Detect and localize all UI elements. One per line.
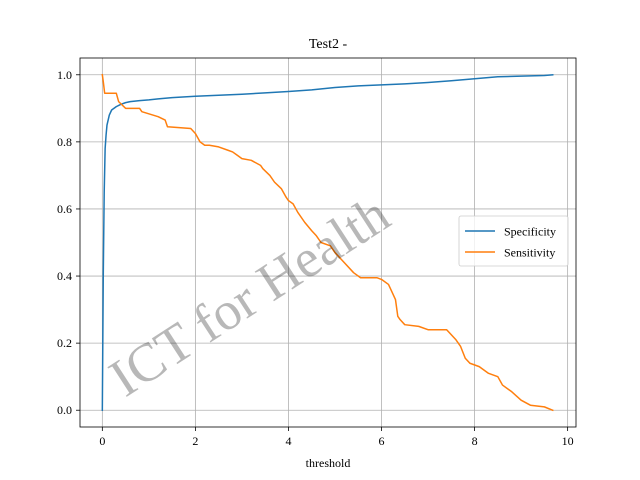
plot-area-frame [79,57,577,428]
y-tick-label: 1.0 [57,68,72,82]
legend-label-sensitivity: Sensitivity [504,246,555,260]
x-tick-label: 10 [562,434,574,448]
y-tick-label: 0.2 [57,336,72,350]
series-lines [101,73,554,412]
x-axis-label: threshold [306,456,351,470]
x-tick-label: 4 [285,434,291,448]
x-tick-label: 2 [192,434,198,448]
axis-ticks: 0 2 4 6 8 10 0.0 0.2 0.4 0.6 0.8 1.0 [57,68,574,448]
legend: Specificity Sensitivity [458,215,569,267]
x-tick-label: 6 [379,434,385,448]
y-tick-label: 0.0 [57,403,72,417]
series-line-specificity [101,73,554,411]
legend-label-specificity: Specificity [504,225,556,239]
y-tick-label: 0.4 [57,269,72,283]
y-tick-label: 0.6 [57,202,72,216]
watermark-text: ICT for Health [99,184,400,409]
series-line-sensitivity [101,73,554,412]
y-tick-label: 0.8 [57,135,72,149]
x-tick-label: 0 [99,434,105,448]
legend-box [458,215,569,267]
chart-title: Test2 - [309,37,348,52]
x-tick-label: 8 [472,434,478,448]
